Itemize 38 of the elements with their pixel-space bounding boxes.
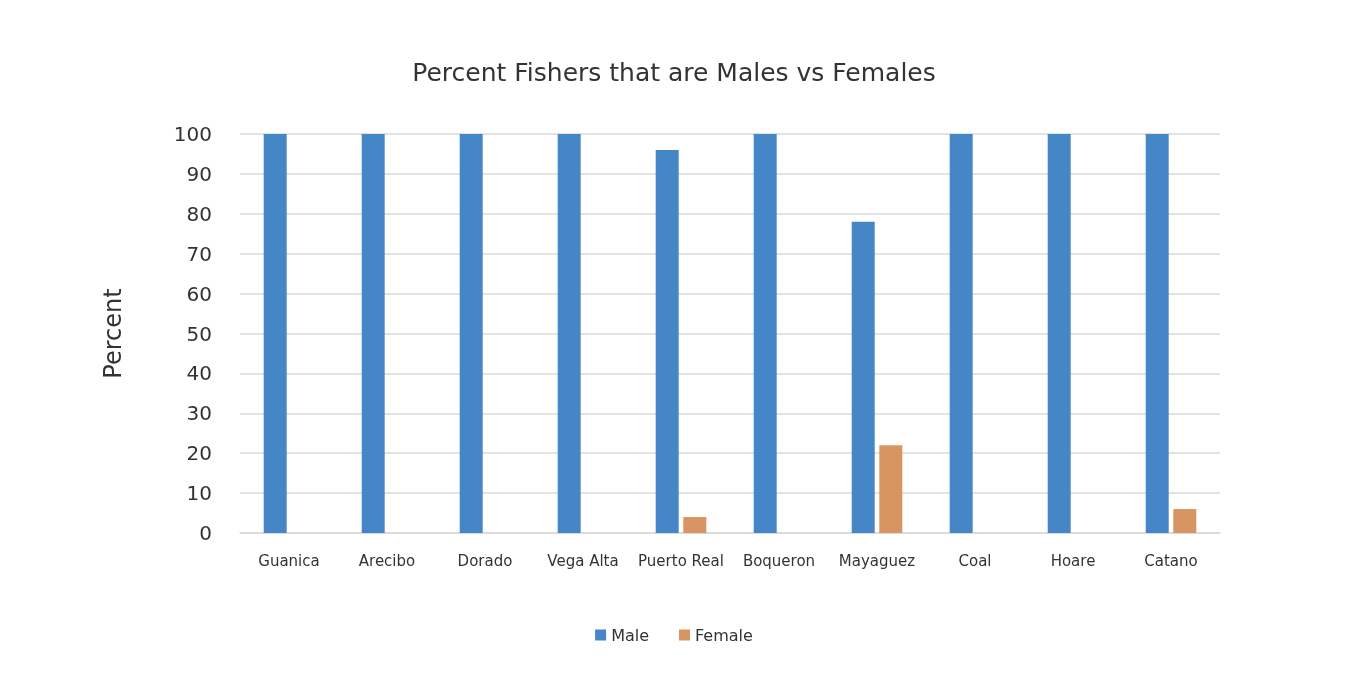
- x-tick-label: Dorado: [457, 551, 513, 570]
- x-tick-label: Arecibo: [358, 551, 416, 570]
- x-tick-label: Boqueron: [742, 551, 816, 570]
- x-tick-label: Puerto Real: [638, 551, 724, 570]
- bar: [263, 134, 287, 533]
- y-tick-label: 70: [186, 241, 212, 266]
- legend-label: Male: [611, 625, 650, 645]
- x-tick-label: Vega Alta: [547, 551, 619, 570]
- y-tick-label: 60: [186, 281, 212, 306]
- bar: [683, 517, 707, 533]
- y-tick-label: 0: [199, 521, 212, 545]
- bar: [655, 149, 679, 533]
- bar: [1173, 509, 1197, 533]
- y-tick-label: 50: [186, 321, 212, 346]
- bar: [1145, 134, 1169, 533]
- y-tick-label: 40: [186, 361, 212, 386]
- x-tick-label: Hoare: [1050, 551, 1096, 570]
- y-tick-label: 20: [186, 441, 212, 466]
- bar: [949, 134, 973, 533]
- y-tick-label: 30: [186, 401, 212, 426]
- y-tick-label: 80: [186, 201, 212, 226]
- bar: [361, 134, 385, 533]
- bar: [459, 134, 483, 533]
- x-tick-label: Coal: [958, 551, 992, 570]
- y-tick-label: 90: [186, 161, 212, 186]
- bar: [1047, 134, 1071, 533]
- x-tick-label: Guanica: [258, 551, 320, 570]
- bar: [557, 134, 581, 533]
- bar: [753, 134, 777, 533]
- y-tick-label: 10: [186, 481, 212, 506]
- y-axis-title: Percent: [99, 288, 127, 379]
- bar: [851, 221, 875, 533]
- x-tick-label: Mayaguez: [838, 551, 916, 570]
- chart-title: Percent Fishers that are Males vs Females: [412, 58, 936, 87]
- legend-label: Female: [695, 625, 753, 645]
- x-tick-label: Catano: [1144, 551, 1198, 570]
- bar: [879, 445, 903, 533]
- y-tick-label: 100: [173, 122, 212, 146]
